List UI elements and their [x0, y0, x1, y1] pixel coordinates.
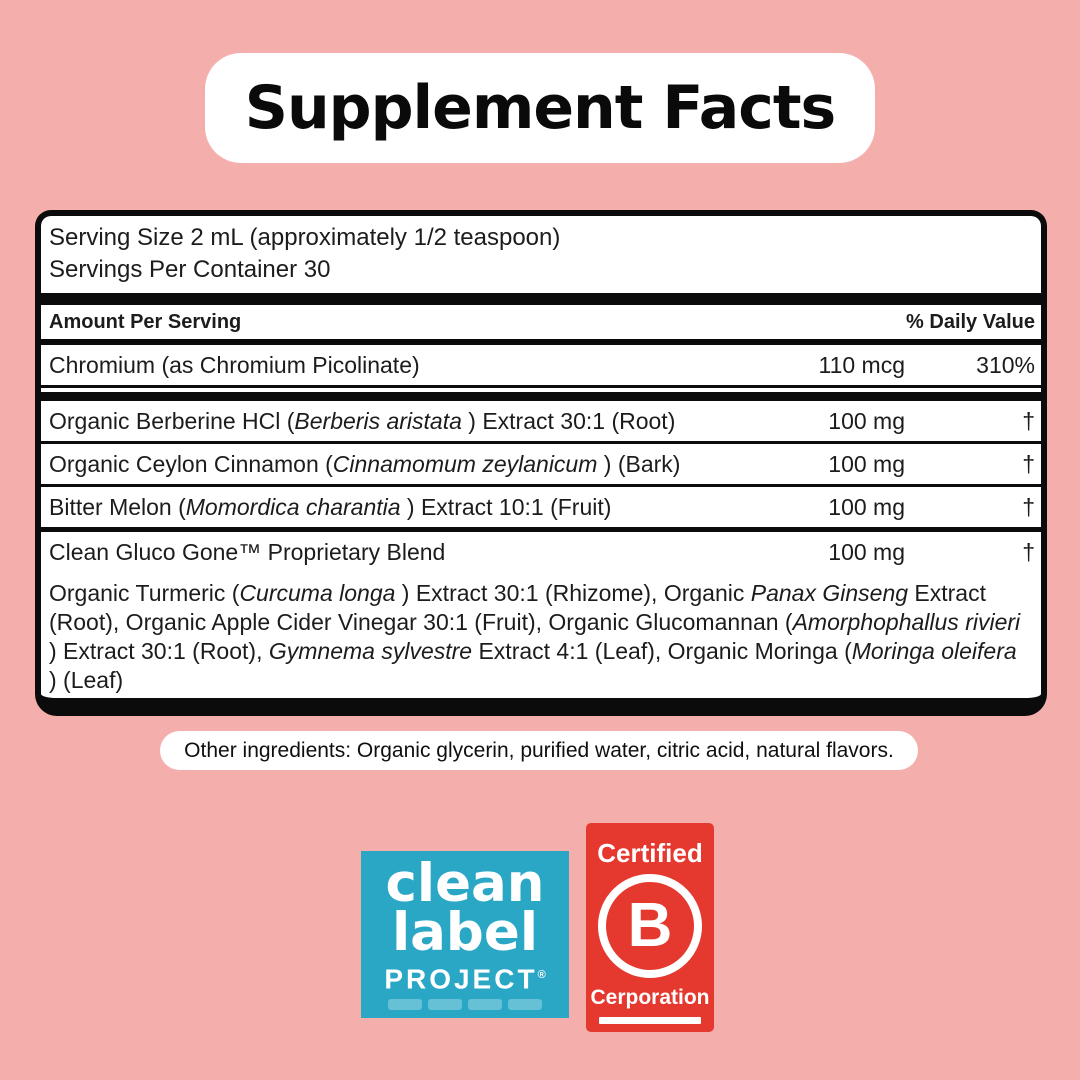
- table-row-bitter-melon: Bitter Melon (Momordica charantia ) Extr…: [41, 487, 1041, 527]
- table-row-berberine: Organic Berberine HCl (Berberis aristata…: [41, 401, 1041, 441]
- clean-label-word-clean: clean: [385, 853, 545, 914]
- ingredient-daily-value: †: [1022, 538, 1035, 565]
- title-pill: Supplement Facts: [205, 53, 875, 163]
- other-ingredients-pill: Other ingredients: Organic glycerin, pur…: [160, 731, 918, 770]
- divider-thick: [41, 293, 1041, 305]
- registered-trademark-mark: ®: [537, 969, 546, 981]
- divider-medium: [41, 527, 1041, 532]
- clean-label-word-project: PROJECT®: [361, 959, 569, 995]
- ingredient-name: Clean Gluco Gone™ Proprietary Blend: [49, 538, 446, 565]
- divider-thin: [41, 484, 1041, 487]
- table-row-chromium: Chromium (as Chromium Picolinate) 110 mc…: [41, 345, 1041, 385]
- clean-label-cutoff-text: [361, 999, 569, 1011]
- supplement-facts-panel: Serving Size 2 mL (approximately 1/2 tea…: [35, 210, 1047, 716]
- other-ingredients-text: Other ingredients: Organic glycerin, pur…: [184, 738, 894, 762]
- divider-thin: [41, 441, 1041, 444]
- ingredient-daily-value: †: [1022, 493, 1035, 520]
- ingredient-amount: 100 mg: [828, 493, 905, 520]
- ingredient-name: Bitter Melon (Momordica charantia ) Extr…: [49, 493, 612, 520]
- ingredient-daily-value: †: [1022, 450, 1035, 477]
- ingredient-name: Organic Ceylon Cinnamon (Cinnamomum zeyl…: [49, 450, 681, 477]
- ingredient-amount: 100 mg: [828, 407, 905, 434]
- blend-ingredients-paragraph: Organic Turmeric (Curcuma longa ) Extrac…: [49, 580, 1021, 693]
- serving-size-line: Serving Size 2 mL (approximately 1/2 tea…: [49, 224, 561, 251]
- ingredient-amount: 100 mg: [828, 450, 905, 477]
- b-letter: B: [627, 891, 673, 960]
- ingredient-name: Organic Berberine HCl (Berberis aristata…: [49, 407, 676, 434]
- page-title: Supplement Facts: [244, 73, 837, 143]
- bcorp-certified-label: Certified: [597, 838, 703, 868]
- project-text: PROJECT: [384, 963, 538, 995]
- column-header-row: Amount Per Serving % Daily Value: [41, 305, 1041, 339]
- ingredient-amount: 100 mg: [828, 538, 905, 565]
- servings-per-container-line: Servings Per Container 30: [49, 256, 331, 283]
- clean-label-word-label: label: [392, 902, 538, 963]
- table-row-proprietary-blend: Clean Gluco Gone™ Proprietary Blend 100 …: [41, 532, 1041, 572]
- table-row-cinnamon: Organic Ceylon Cinnamon (Cinnamomum zeyl…: [41, 444, 1041, 484]
- ingredient-daily-value: 310%: [976, 351, 1035, 378]
- bcorp-underline: [599, 1017, 701, 1024]
- ingredient-amount: 110 mcg: [818, 351, 905, 378]
- ingredient-name: Chromium (as Chromium Picolinate): [49, 351, 420, 378]
- divider-double-thick: [41, 385, 1041, 401]
- divider-medium: [41, 339, 1041, 345]
- clean-label-project-badge: clean label PROJECT®: [361, 851, 569, 1018]
- serving-info: Serving Size 2 mL (approximately 1/2 tea…: [41, 216, 1041, 293]
- b-corp-badge: Certified B Cerporation: [586, 823, 714, 1032]
- bcorp-corporation-label: Cerporation: [590, 986, 710, 1009]
- ingredient-daily-value: †: [1022, 407, 1035, 434]
- b-circle-icon: B: [598, 874, 702, 978]
- daily-value-header: % Daily Value: [906, 310, 1035, 333]
- amount-per-serving-header: Amount Per Serving: [49, 310, 242, 333]
